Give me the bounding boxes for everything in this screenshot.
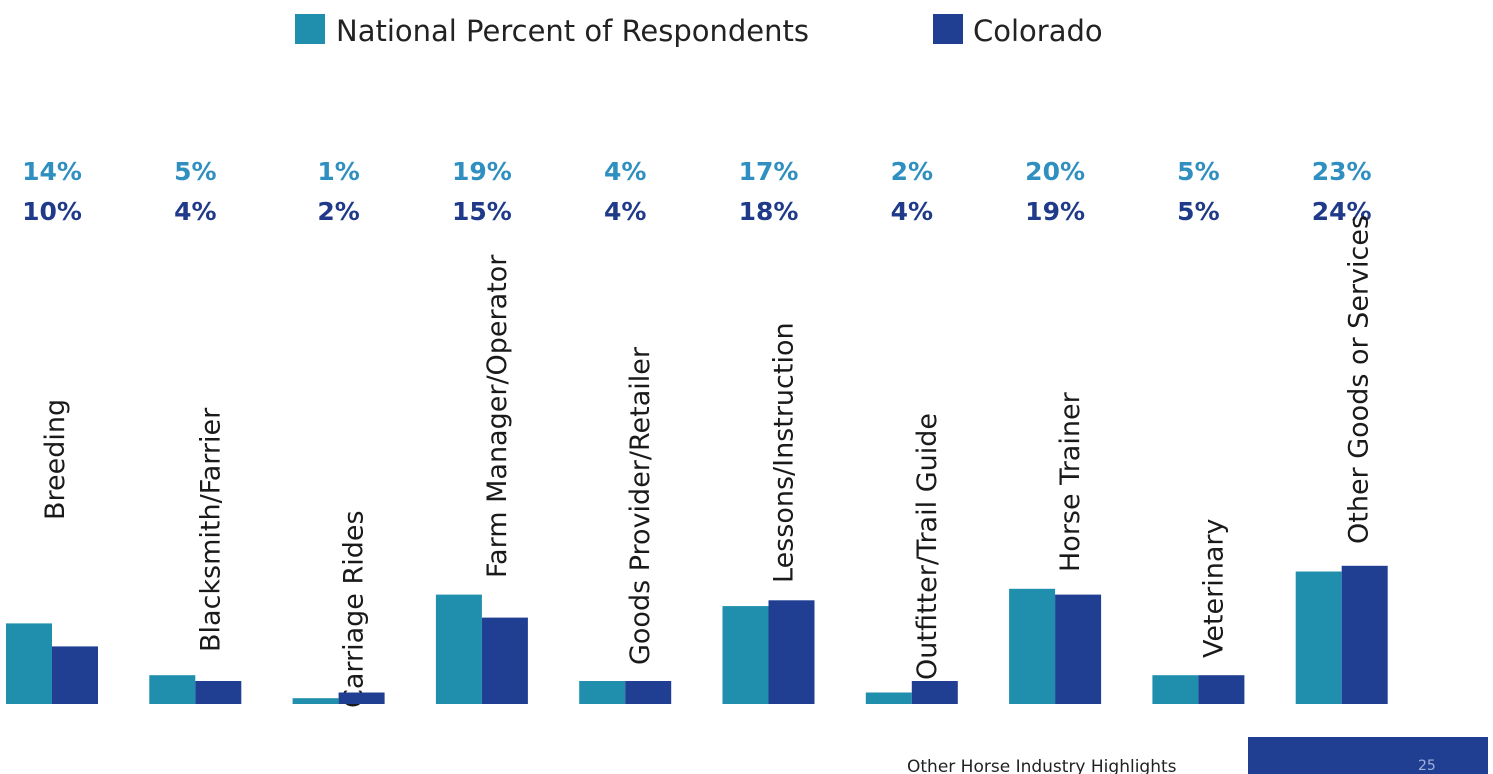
category-label-veterinary: Veterinary — [1198, 518, 1229, 658]
bar-national-horse-trainer — [1009, 588, 1056, 704]
data-label-colorado-carriage-rides: 2% — [317, 197, 359, 226]
category-label-lessons-instruction: Lessons/Instruction — [769, 322, 800, 583]
data-label-colorado-outfitter-trail-guide: 4% — [891, 197, 933, 226]
data-label-colorado-breeding: 10% — [22, 197, 82, 226]
data-label-national-breeding: 14% — [22, 157, 82, 186]
bar-national-goods-provider-retailer — [579, 681, 626, 704]
bar-colorado-outfitter-trail-guide — [911, 681, 958, 704]
bar-colorado-farm-manager-operator — [481, 617, 528, 704]
data-label-colorado-goods-provider-retailer: 4% — [604, 197, 646, 226]
percent-labels: 14% 10% 5% 4% 1% 2% 19% 15% 4% 4% 17% 18% 2% 4% 20% 19%… — [22, 157, 1372, 226]
data-label-colorado-farm-manager-operator: 15% — [452, 197, 512, 226]
bar-national-blacksmith-farrier — [149, 675, 196, 704]
bar-colorado-lessons-instruction — [768, 600, 815, 704]
data-label-national-blacksmith-farrier: 5% — [174, 157, 216, 186]
bar-national-other-goods-or-services — [1295, 571, 1342, 704]
bar-colorado-breeding — [52, 646, 98, 704]
data-label-national-farm-manager-operator: 19% — [452, 157, 512, 186]
bar-national-veterinary — [1152, 675, 1199, 704]
category-label-breeding: Breeding — [40, 399, 71, 520]
legend-label-national: National Percent of Respondents — [336, 14, 809, 48]
data-label-colorado-veterinary: 5% — [1177, 197, 1219, 226]
footer: Other Horse Industry Highlights 25 — [907, 737, 1488, 774]
category-label-horse-trainer: Horse Trainer — [1055, 391, 1086, 572]
legend-swatch-colorado — [933, 14, 963, 44]
data-label-colorado-other-goods-or-services: 24% — [1312, 197, 1372, 226]
data-label-national-other-goods-or-services: 23% — [1312, 157, 1372, 186]
category-label-carriage-rides: Carriage Rides — [339, 510, 370, 708]
bar-national-lessons-instruction — [722, 606, 769, 704]
bar-colorado-carriage-rides — [338, 692, 385, 704]
data-label-colorado-lessons-instruction: 18% — [739, 197, 799, 226]
page-number: 25 — [1418, 758, 1436, 774]
footer-caption: Other Horse Industry Highlights — [907, 757, 1177, 774]
bar-national-farm-manager-operator — [435, 594, 482, 704]
category-label-goods-provider-retailer: Goods Provider/Retailer — [625, 346, 656, 665]
bar-colorado-other-goods-or-services — [1341, 565, 1388, 704]
footer-band — [1248, 737, 1488, 774]
data-label-national-carriage-rides: 1% — [317, 157, 359, 186]
bar-colorado-goods-provider-retailer — [625, 681, 672, 704]
category-labels: Breeding Blacksmith/Farrier Carriage Rides… — [40, 215, 1375, 708]
category-label-farm-manager-operator: Farm Manager/Operator — [482, 254, 513, 578]
data-label-colorado-horse-trainer: 19% — [1025, 197, 1085, 226]
bar-colorado-blacksmith-farrier — [195, 681, 242, 704]
category-label-other-goods-or-services: Other Goods or Services — [1344, 215, 1375, 544]
category-label-blacksmith-farrier: Blacksmith/Farrier — [195, 407, 226, 652]
bars — [6, 565, 1388, 704]
bar-colorado-horse-trainer — [1055, 594, 1102, 704]
category-label-outfitter-trail-guide: Outfitter/Trail Guide — [912, 413, 943, 680]
data-label-national-veterinary: 5% — [1177, 157, 1219, 186]
bar-national-breeding — [6, 623, 52, 704]
data-label-colorado-blacksmith-farrier: 4% — [174, 197, 216, 226]
legend-swatch-national — [295, 14, 325, 44]
data-label-national-outfitter-trail-guide: 2% — [891, 157, 933, 186]
data-label-national-goods-provider-retailer: 4% — [604, 157, 646, 186]
bar-national-outfitter-trail-guide — [865, 692, 912, 704]
data-label-national-lessons-instruction: 17% — [739, 157, 799, 186]
bar-colorado-veterinary — [1198, 675, 1245, 704]
bar-national-carriage-rides — [292, 698, 339, 704]
legend: National Percent of Respondents Colorado — [295, 14, 1103, 48]
legend-label-colorado: Colorado — [973, 14, 1103, 48]
data-label-national-horse-trainer: 20% — [1025, 157, 1085, 186]
